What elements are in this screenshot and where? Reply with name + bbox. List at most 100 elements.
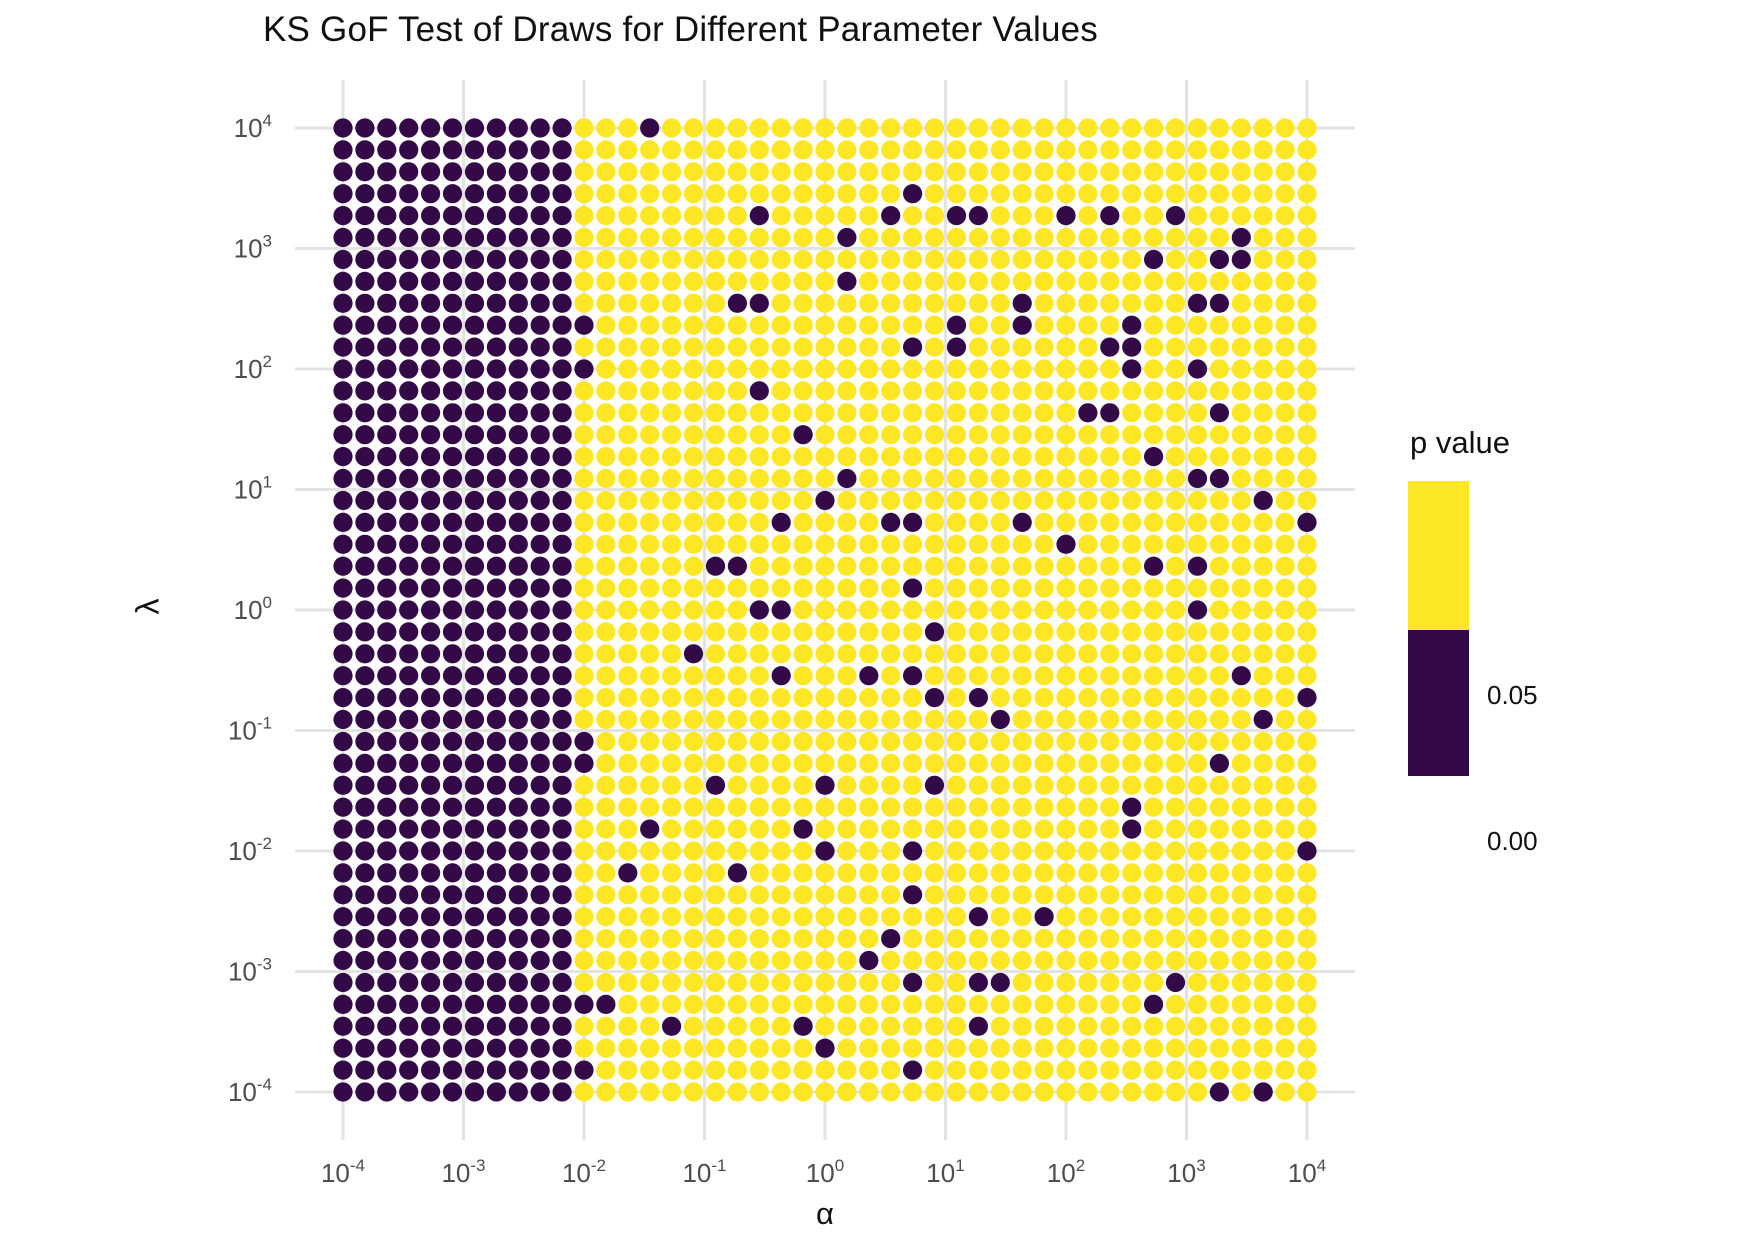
data-point (1209, 118, 1229, 138)
data-point (1012, 359, 1032, 379)
data-point (1209, 337, 1229, 357)
tick-label: 103 (1167, 1156, 1205, 1188)
data-point (924, 797, 945, 817)
data-point (771, 468, 791, 489)
data-point (946, 622, 967, 642)
data-point (881, 731, 901, 752)
data-point (859, 622, 879, 642)
data-point (377, 1060, 397, 1080)
data-point (990, 206, 1010, 226)
data-point (574, 249, 594, 270)
data-point (705, 819, 726, 839)
data-point (552, 841, 572, 861)
data-point (1078, 885, 1098, 905)
data-point (552, 381, 572, 401)
data-point (399, 950, 419, 971)
data-point (552, 447, 572, 467)
data-point (837, 556, 857, 576)
data-point (1231, 841, 1251, 861)
data-point (486, 315, 506, 335)
data-point (924, 1060, 945, 1080)
data-point (946, 709, 967, 730)
data-point (1187, 885, 1208, 905)
data-point (1078, 797, 1098, 817)
data-point (596, 775, 616, 795)
data-point (399, 994, 419, 1015)
data-point (1122, 271, 1142, 291)
data-point (1297, 753, 1317, 774)
data-point (333, 753, 353, 774)
data-point (442, 819, 463, 839)
data-point (859, 907, 879, 927)
data-point (377, 578, 397, 598)
data-point (946, 797, 967, 817)
data-point (377, 381, 397, 401)
data-point (355, 1082, 375, 1102)
data-point (355, 709, 375, 730)
data-point (705, 578, 726, 598)
data-point (771, 534, 791, 554)
data-point (618, 162, 638, 182)
data-point (1231, 206, 1251, 226)
data-point (903, 709, 923, 730)
data-point (508, 775, 528, 795)
data-point (552, 972, 572, 993)
data-point (837, 1016, 857, 1036)
data-point (1100, 534, 1120, 554)
data-point (1012, 841, 1032, 861)
data-point (749, 206, 769, 226)
data-point (881, 468, 901, 489)
data-point (946, 819, 967, 839)
data-point (1187, 403, 1208, 423)
data-point (640, 534, 660, 554)
data-point (990, 666, 1010, 686)
data-point (442, 600, 463, 620)
data-point (793, 600, 813, 620)
data-point (1209, 425, 1229, 445)
data-point (1297, 950, 1317, 971)
data-point (771, 950, 791, 971)
data-point (705, 863, 726, 883)
data-point (1034, 972, 1054, 993)
data-point (1253, 775, 1273, 795)
data-point (793, 622, 813, 642)
data-point (377, 797, 397, 817)
data-point (1187, 162, 1208, 182)
data-point (1012, 293, 1032, 313)
data-point (1056, 381, 1076, 401)
data-point (1100, 249, 1120, 270)
data-point (552, 929, 572, 949)
data-point (1275, 468, 1295, 489)
data-point (1209, 271, 1229, 291)
data-point (881, 666, 901, 686)
data-point (1253, 666, 1273, 686)
data-point (530, 468, 550, 489)
data-point (859, 753, 879, 774)
data-point (903, 688, 923, 708)
data-point (377, 972, 397, 993)
data-point (333, 1060, 353, 1080)
data-point (1231, 600, 1251, 620)
data-point (1297, 490, 1317, 511)
data-point (1144, 490, 1164, 511)
data-point (1122, 863, 1142, 883)
data-point (1209, 644, 1229, 664)
data-point (1012, 863, 1032, 883)
data-point (399, 249, 419, 270)
data-point (1078, 929, 1098, 949)
data-point (1165, 249, 1186, 270)
data-point (683, 227, 704, 248)
data-point (859, 162, 879, 182)
data-point (1078, 534, 1098, 554)
data-point (464, 1016, 485, 1036)
data-point (771, 1038, 791, 1058)
data-point (1034, 359, 1054, 379)
data-point (574, 1016, 594, 1036)
data-point (1144, 863, 1164, 883)
data-point (990, 293, 1010, 313)
data-point (1231, 950, 1251, 971)
data-point (727, 819, 748, 839)
data-point (1253, 950, 1273, 971)
data-point (640, 490, 660, 511)
data-point (530, 950, 550, 971)
